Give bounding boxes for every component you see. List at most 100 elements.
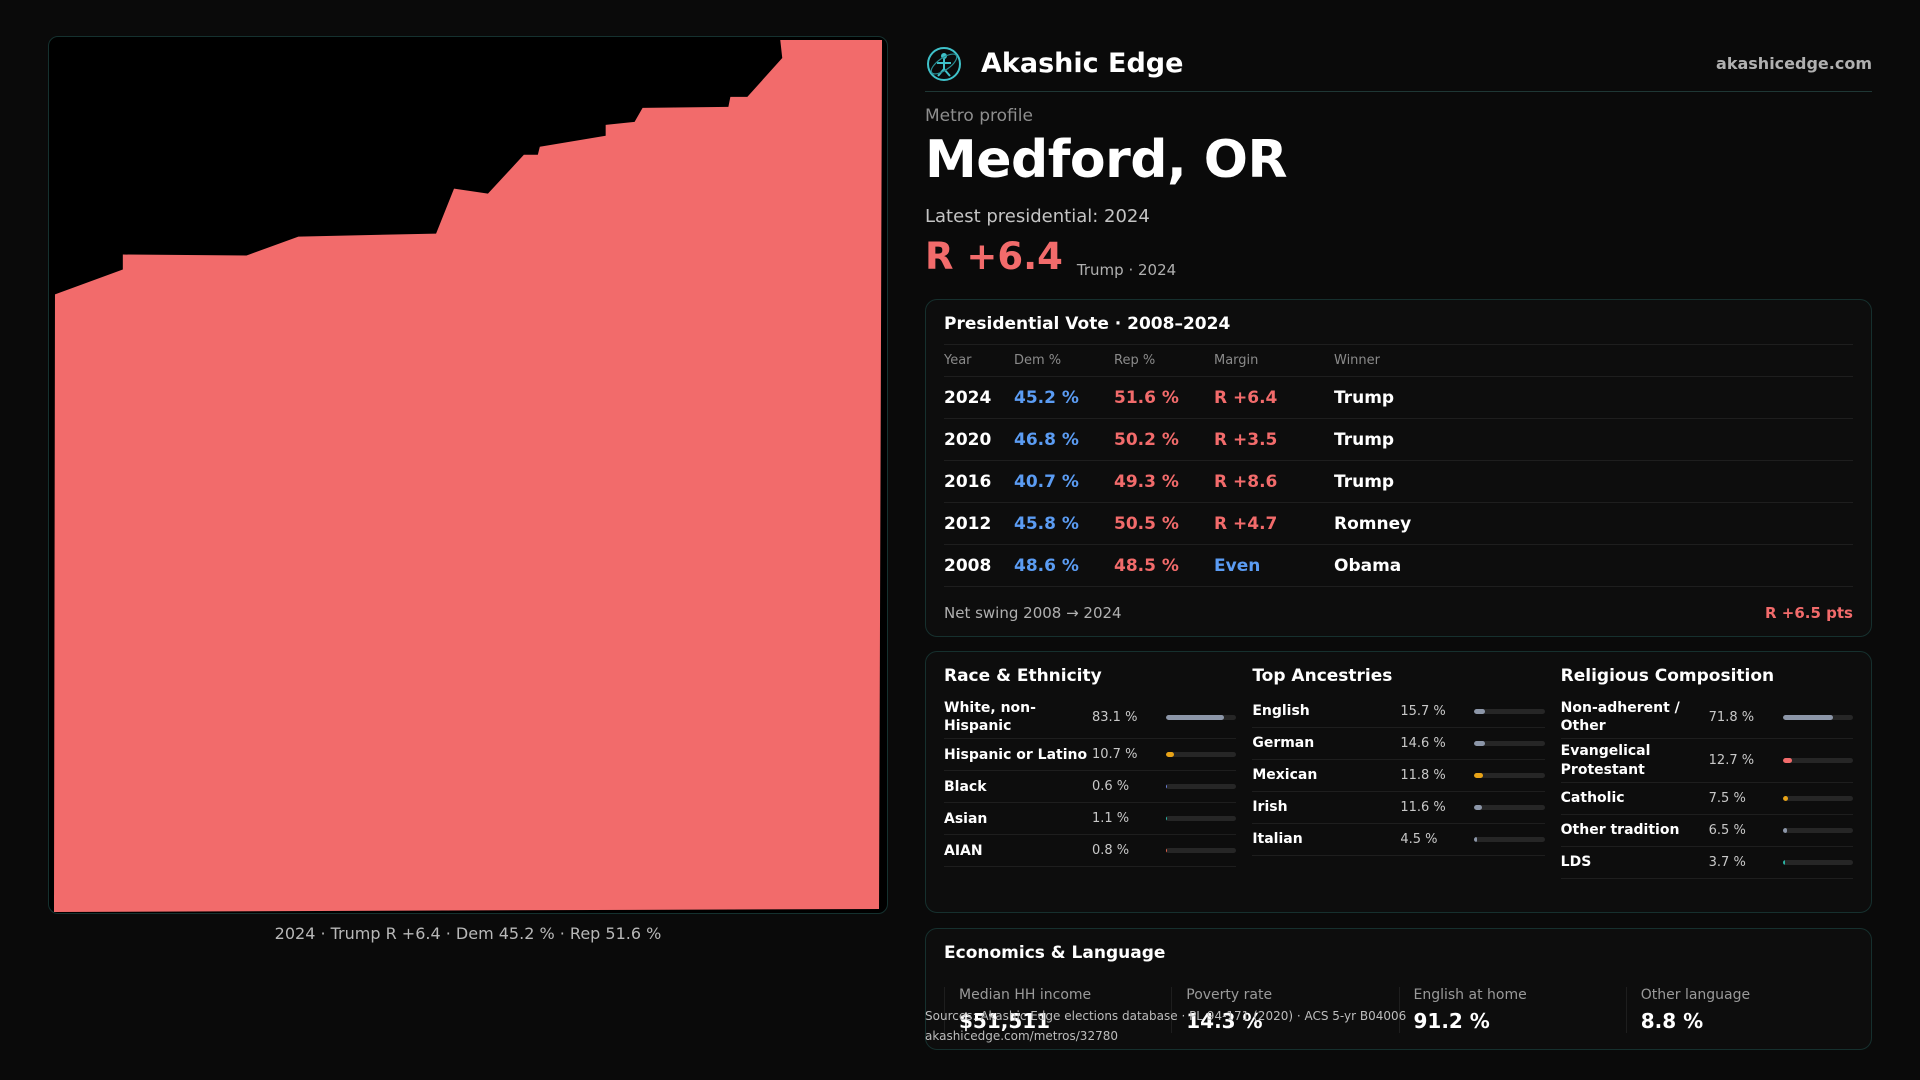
presidential-vote-title: Presidential Vote · 2008–2024 <box>944 314 1853 345</box>
demographic-bar-fill <box>1782 827 1788 833</box>
economics-stat-label: Poverty rate <box>1186 987 1273 1003</box>
sources-footer: Sources: Akashic Edge elections database… <box>925 1006 1406 1047</box>
demographic-label: Catholic <box>1560 790 1625 807</box>
winner-cell: Romney <box>1334 513 1412 534</box>
demographic-percent: 3.7 % <box>1708 854 1746 870</box>
demographic-row[interactable]: Mexican 11.8 % <box>1252 760 1545 792</box>
presidential-vote-card: Presidential Vote · 2008–2024 Year Dem %… <box>925 299 1872 637</box>
demographic-bar-fill <box>1474 773 1483 778</box>
rep-pct-cell: 49.3 % <box>1114 471 1179 492</box>
demographic-row[interactable]: German 14.6 % <box>1252 728 1545 760</box>
demographic-bar-track <box>1474 805 1545 810</box>
vote-table-row[interactable]: 2012 45.8 % 50.5 % R +4.7 Romney <box>944 503 1853 545</box>
page-eyebrow: Metro profile <box>925 106 1033 126</box>
metro-map[interactable] <box>48 36 888 914</box>
metro-boundary-shape[interactable] <box>53 40 883 912</box>
col-dem: Dem % <box>1014 353 1062 368</box>
demographic-label: Black <box>944 778 987 795</box>
economics-card: Economics & Language Median HH income $51… <box>925 928 1872 1050</box>
demographic-bar-fill <box>1166 784 1168 790</box>
economics-stat-value: 14.3 % <box>1186 1009 1263 1033</box>
col-year: Year <box>944 353 972 368</box>
demographic-bar-fill <box>1166 816 1168 822</box>
demographic-bar-fill <box>1782 795 1788 801</box>
demographic-row[interactable]: LDS 3.7 % <box>1560 847 1853 879</box>
demographic-percent: 10.7 % <box>1092 747 1138 763</box>
rep-pct-cell: 50.2 % <box>1114 429 1179 450</box>
demographic-percent: 11.8 % <box>1400 768 1446 783</box>
economics-stat: Other language 8.8 % <box>1625 987 1853 1033</box>
site-url-link[interactable]: akashicedge.com <box>1716 54 1872 73</box>
demographic-percent: 12.7 % <box>1708 753 1755 769</box>
demographic-bar-fill <box>1782 714 1834 720</box>
year-cell: 2008 <box>944 555 992 576</box>
economics-stat-value: 91.2 % <box>1413 1009 1490 1033</box>
demographic-percent: 71.8 % <box>1708 709 1755 725</box>
col-rep: Rep % <box>1114 353 1156 368</box>
vote-table-row[interactable]: 2008 48.6 % 48.5 % Even Obama <box>944 545 1853 587</box>
economics-stat: English at home 91.2 % <box>1398 987 1626 1033</box>
vote-table-row[interactable]: 2020 46.8 % 50.2 % R +3.5 Trump <box>944 419 1853 461</box>
demographic-row[interactable]: Other tradition 6.5 % <box>1560 815 1853 847</box>
page-title: Medford, OR <box>925 130 1288 190</box>
demographic-bar-track <box>1782 714 1853 720</box>
year-cell: 2012 <box>944 513 992 534</box>
dem-pct-cell: 46.8 % <box>1014 429 1079 450</box>
demographic-label: Mexican <box>1252 767 1318 784</box>
dem-pct-cell: 48.6 % <box>1014 555 1079 576</box>
demographic-row[interactable]: AIAN 0.8 % <box>944 835 1237 868</box>
demographic-row[interactable]: Asian 1.1 % <box>944 803 1237 836</box>
vote-table-row[interactable]: 2016 40.7 % 49.3 % R +8.6 Trump <box>944 461 1853 503</box>
demographic-column-title: Race & Ethnicity <box>944 666 1102 686</box>
vote-table-row[interactable]: 2024 45.2 % 51.6 % R +6.4 Trump <box>944 377 1853 419</box>
demographic-column: Religious Composition Non-adherent / Othe… <box>1560 666 1853 898</box>
year-cell: 2016 <box>944 471 992 492</box>
margin-cell: R +4.7 <box>1214 513 1278 534</box>
demographic-percent: 11.6 % <box>1400 800 1446 815</box>
demographic-bar-track <box>1782 795 1853 801</box>
demographic-bar-track <box>1782 758 1853 764</box>
dem-pct-cell: 40.7 % <box>1014 471 1079 492</box>
demographic-bar-fill <box>1166 752 1174 758</box>
brand[interactable]: Akashic Edge <box>925 45 1183 83</box>
economics-stat-label: Other language <box>1640 987 1751 1003</box>
demographic-bar-fill <box>1782 859 1786 865</box>
headline-result: R +6.4 Trump · 2024 <box>925 235 1176 279</box>
demographic-column: Top Ancestries English 15.7 % German 14.6 % M… <box>1252 666 1545 898</box>
demographic-row[interactable]: English 15.7 % <box>1252 696 1545 728</box>
demographic-bar-fill <box>1782 758 1792 764</box>
demographic-column-title: Top Ancestries <box>1252 666 1393 686</box>
winner-cell: Trump <box>1334 387 1395 408</box>
margin-cell: R +8.6 <box>1214 471 1278 492</box>
demographic-row[interactable]: Black 0.6 % <box>944 771 1237 804</box>
demographic-bar-track <box>1782 859 1853 865</box>
winner-cell: Trump <box>1334 429 1395 450</box>
demographic-row[interactable]: Irish 11.6 % <box>1252 792 1545 824</box>
sources-text: Sources: Akashic Edge elections database… <box>925 1009 1407 1023</box>
brand-name: Akashic Edge <box>981 48 1184 79</box>
demographic-row[interactable]: White, non-Hispanic 83.1 % <box>944 696 1237 740</box>
map-caption: 2024 · Trump R +6.4 · Dem 45.2 % · Rep 5… <box>274 924 662 943</box>
demographic-bar-track <box>1474 773 1545 778</box>
demographic-label: Hispanic or Latino <box>944 746 1088 763</box>
demographic-label: White, non-Hispanic <box>944 700 1036 735</box>
demographic-row[interactable]: Non-adherent / Other 71.8 % <box>1560 696 1853 740</box>
headline-margin: R +6.4 <box>925 235 1063 278</box>
vote-table-body: 2024 45.2 % 51.6 % R +6.4 Trump 2020 46.8 % 50.… <box>944 377 1853 587</box>
rep-pct-cell: 51.6 % <box>1114 387 1179 408</box>
demographic-bar-fill <box>1166 714 1225 720</box>
demographic-row[interactable]: Italian 4.5 % <box>1252 824 1545 856</box>
economics-stat-value: $51,511 <box>959 1009 1051 1033</box>
demographic-bar-track <box>1166 752 1237 758</box>
demographic-row[interactable]: Hispanic or Latino 10.7 % <box>944 739 1237 772</box>
demographic-percent: 6.5 % <box>1708 822 1746 838</box>
demographic-label: AIAN <box>944 842 983 859</box>
margin-cell: R +6.4 <box>1214 387 1278 408</box>
economics-title: Economics & Language <box>944 943 1166 963</box>
demographic-row[interactable]: Catholic 7.5 % <box>1560 783 1853 815</box>
metro-permalink[interactable]: akashicedge.com/metros/32780 <box>925 1029 1118 1044</box>
winner-cell: Trump <box>1334 471 1395 492</box>
demographic-row[interactable]: Evangelical Protestant 12.7 % <box>1560 739 1853 783</box>
demographic-label: German <box>1252 735 1315 752</box>
demographic-label: English <box>1252 703 1310 720</box>
